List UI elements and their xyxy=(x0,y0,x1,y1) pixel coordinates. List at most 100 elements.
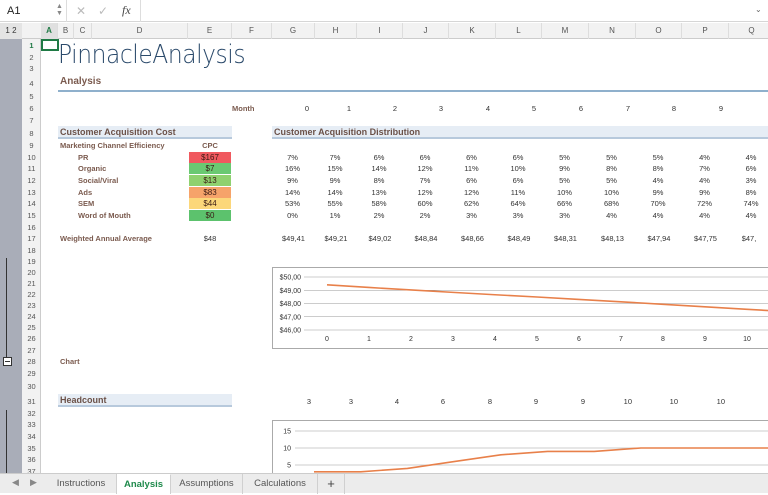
distribution-cell: 6% xyxy=(496,152,540,163)
row-header-12[interactable]: 12 xyxy=(22,175,41,186)
selected-cell-a1[interactable] xyxy=(41,39,59,51)
sheet-tab-add[interactable]: + xyxy=(318,474,345,494)
row-header-24[interactable]: 24 xyxy=(22,311,41,322)
row-header-32[interactable]: 32 xyxy=(22,408,41,419)
sheet-tab-analysis[interactable]: Analysis xyxy=(117,474,171,494)
y-tick-label: $49,00 xyxy=(280,288,302,295)
row-header-16[interactable]: 16 xyxy=(22,222,41,233)
row-header-13[interactable]: 13 xyxy=(22,187,41,198)
weighted-average-value: $48 xyxy=(188,233,232,244)
distribution-cell: 13% xyxy=(357,187,401,198)
row-header-21[interactable]: 21 xyxy=(22,278,41,289)
distribution-cell: 6% xyxy=(403,152,447,163)
x-tick-label: 4 xyxy=(493,336,497,343)
row-header-10[interactable]: 10 xyxy=(22,152,41,163)
month-value: 6 xyxy=(542,103,583,114)
row-header-5[interactable]: 5 xyxy=(22,91,41,102)
outline-level-buttons[interactable]: 1 2 xyxy=(0,23,22,39)
column-header-H[interactable]: H xyxy=(315,23,357,39)
x-tick-label: 2 xyxy=(409,336,413,343)
row-header-31[interactable]: 31 xyxy=(22,396,41,407)
column-header-N[interactable]: N xyxy=(589,23,636,39)
outline-level-2[interactable]: 2 xyxy=(12,26,16,35)
next-sheet-icon[interactable]: ▶ xyxy=(30,477,37,488)
sheet-tab-instructions[interactable]: Instructions xyxy=(46,474,117,494)
column-header-E[interactable]: E xyxy=(188,23,232,39)
row-header-29[interactable]: 29 xyxy=(22,368,41,379)
cancel-icon[interactable]: ✕ xyxy=(76,4,86,18)
row-header-1[interactable]: 1 xyxy=(22,40,41,51)
distribution-cell: 5% xyxy=(589,175,634,186)
row-header-11[interactable]: 11 xyxy=(22,163,41,174)
row-header-14[interactable]: 14 xyxy=(22,198,41,209)
expand-formula-icon[interactable]: ⌄ xyxy=(755,5,762,14)
row-header-27[interactable]: 27 xyxy=(22,345,41,356)
column-header-A[interactable]: A xyxy=(41,23,58,39)
column-header-B[interactable]: B xyxy=(58,23,74,39)
prev-sheet-icon[interactable]: ◀ xyxy=(12,477,19,488)
formula-input[interactable] xyxy=(140,0,750,22)
weighted-monthly-value: $49,21 xyxy=(315,233,357,244)
channel-cpc: $167 xyxy=(189,152,231,163)
row-header-20[interactable]: 20 xyxy=(22,267,41,278)
distribution-cell: 4% xyxy=(682,152,727,163)
distribution-cell: 53% xyxy=(272,198,313,209)
y-tick-label: 15 xyxy=(283,429,291,436)
row-header-17[interactable]: 17 xyxy=(22,233,41,244)
row-header-28[interactable]: 28 xyxy=(22,356,41,367)
column-header-F[interactable]: F xyxy=(232,23,272,39)
y-tick-label: 10 xyxy=(283,446,291,453)
page-title: Analysis xyxy=(60,76,101,88)
row-header-30[interactable]: 30 xyxy=(22,381,41,392)
column-header-P[interactable]: P xyxy=(682,23,729,39)
column-header-M[interactable]: M xyxy=(542,23,589,39)
row-header-34[interactable]: 34 xyxy=(22,431,41,442)
function-icon[interactable]: fx xyxy=(122,3,131,18)
collapse-group-button[interactable] xyxy=(3,357,12,366)
row-header-35[interactable]: 35 xyxy=(22,443,41,454)
distribution-cell: 3% xyxy=(449,210,494,221)
channel-name: Organic xyxy=(78,163,106,174)
sheet-tab-assumptions[interactable]: Assumptions xyxy=(171,474,243,494)
distribution-cell: 14% xyxy=(272,187,313,198)
row-header-36[interactable]: 36 xyxy=(22,454,41,465)
outline-level-1[interactable]: 1 xyxy=(5,26,9,35)
distribution-cell: 6% xyxy=(357,152,401,163)
column-header-O[interactable]: O xyxy=(636,23,682,39)
row-header-18[interactable]: 18 xyxy=(22,245,41,256)
sheet-tab-calculations[interactable]: Calculations xyxy=(243,474,318,494)
row-header-4[interactable]: 4 xyxy=(22,78,41,89)
x-tick-label: 0 xyxy=(325,336,329,343)
column-header-K[interactable]: K xyxy=(449,23,496,39)
distribution-cell: 62% xyxy=(449,198,494,209)
row-header-9[interactable]: 9 xyxy=(22,140,41,151)
column-header-L[interactable]: L xyxy=(496,23,542,39)
distribution-cell: 12% xyxy=(449,187,494,198)
channel-cpc: $83 xyxy=(189,187,231,198)
column-header-D[interactable]: D xyxy=(92,23,188,39)
row-header-6[interactable]: 6 xyxy=(22,103,41,114)
logo: PinnacleAnalysis xyxy=(58,40,245,70)
row-header-22[interactable]: 22 xyxy=(22,289,41,300)
row-header-19[interactable]: 19 xyxy=(22,256,41,267)
distribution-cell: 5% xyxy=(589,152,634,163)
name-box-stepper-icon[interactable]: ▲▼ xyxy=(56,3,63,17)
row-header-25[interactable]: 25 xyxy=(22,322,41,333)
row-header-15[interactable]: 15 xyxy=(22,210,41,221)
row-header-33[interactable]: 33 xyxy=(22,419,41,430)
column-header-C[interactable]: C xyxy=(74,23,92,39)
row-header-8[interactable]: 8 xyxy=(22,128,41,139)
row-header-3[interactable]: 3 xyxy=(22,63,41,74)
row-header-7[interactable]: 7 xyxy=(22,115,41,126)
column-header-G[interactable]: G xyxy=(272,23,315,39)
column-header-J[interactable]: J xyxy=(403,23,449,39)
column-header-Q[interactable]: Q xyxy=(729,23,768,39)
row-header-26[interactable]: 26 xyxy=(22,333,41,344)
row-header-2[interactable]: 2 xyxy=(22,52,41,63)
column-header-I[interactable]: I xyxy=(357,23,403,39)
confirm-icon[interactable]: ✓ xyxy=(98,4,108,18)
row-header-23[interactable]: 23 xyxy=(22,300,41,311)
x-tick-label: 5 xyxy=(535,336,539,343)
